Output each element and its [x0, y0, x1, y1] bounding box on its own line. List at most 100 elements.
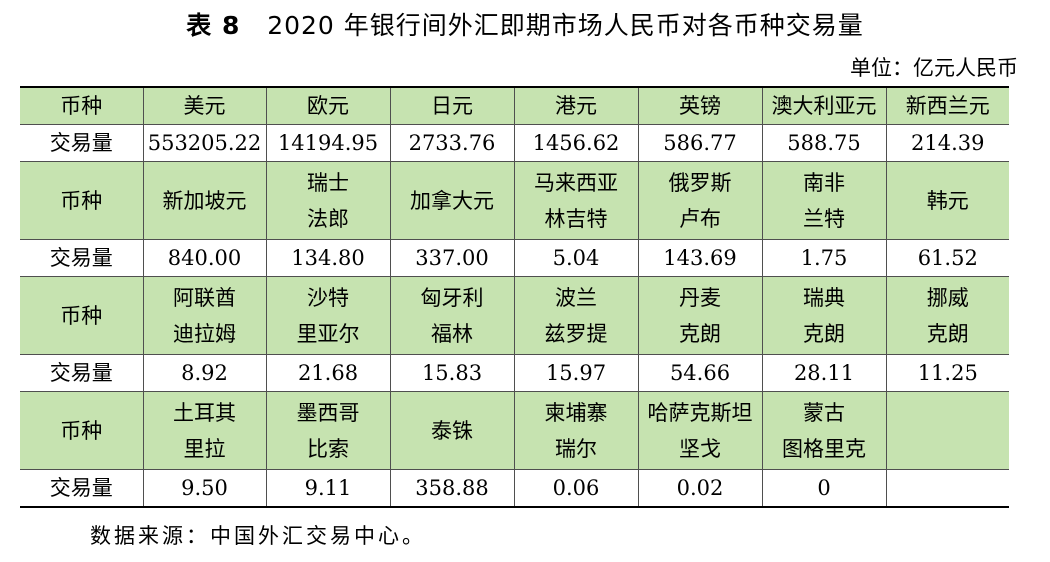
- currency-row-label: 币种: [20, 391, 144, 470]
- currency-name-line: 韩元: [926, 188, 969, 213]
- volume-row: 交易量 840.00 134.80 337.00 5.04 143.69 1.75 61.52: [20, 239, 1009, 277]
- currency-name-line: 比索: [307, 436, 349, 461]
- currency-name-line: 土耳其: [173, 400, 236, 425]
- currency-name-line: 瑞尔: [555, 436, 597, 461]
- volume-value-cell: 0.02: [637, 469, 763, 508]
- currency-name-line: 港元: [555, 94, 597, 118]
- currency-name-cell: 马来西亚 林吉特: [513, 161, 639, 240]
- volume-value-cell: 9.11: [265, 469, 391, 508]
- volume-value-cell: [885, 469, 1009, 508]
- volume-value-cell: 840.00: [142, 239, 267, 277]
- currency-name-line: 蒙古: [803, 400, 845, 425]
- currency-name-line: 澳大利亚元: [771, 94, 877, 118]
- currency-name-line: 新西兰元: [905, 94, 990, 118]
- currency-row: 币种 美元 欧元 日元 港元 英镑 澳大利亚元 新西兰元: [20, 86, 1009, 125]
- volume-value-cell: 2733.76: [389, 124, 515, 162]
- volume-value-cell: 8.92: [142, 354, 267, 392]
- currency-name-line: 马来西亚: [534, 170, 618, 195]
- table-number: 表 8: [186, 11, 241, 40]
- currency-name-cell: 瑞典 克朗: [761, 276, 887, 355]
- currency-name-cell: 新加坡元: [142, 161, 267, 240]
- currency-row-label: 币种: [20, 276, 144, 355]
- currency-name-line: 克朗: [679, 321, 721, 346]
- volume-value-cell: 337.00: [389, 239, 515, 277]
- currency-name-line: 泰铢: [431, 418, 473, 443]
- currency-name-cell: 阿联酋 迪拉姆: [142, 276, 267, 355]
- currency-name-cell: 泰铢: [389, 391, 515, 470]
- currency-name-line: 坚戈: [679, 436, 721, 461]
- currency-name-line: 欧元: [307, 94, 349, 118]
- currency-name-cell: 日元: [389, 86, 515, 125]
- volume-row: 交易量 553205.22 14194.95 2733.76 1456.62 586.77…: [20, 124, 1009, 162]
- currency-row-label: 币种: [20, 86, 144, 125]
- currency-name-line: 俄罗斯: [668, 170, 732, 195]
- currency-name-cell: 匈牙利 福林: [389, 276, 515, 355]
- currency-name-line: 兹罗提: [544, 321, 608, 346]
- volume-row-label: 交易量: [20, 469, 144, 508]
- fx-volume-table: 币种 美元 欧元 日元 港元 英镑 澳大利亚元 新西兰元交易量 553205.22 14194.9…: [20, 86, 1009, 508]
- volume-value-cell: 54.66: [637, 354, 763, 392]
- currency-name-cell: 墨西哥 比索: [265, 391, 391, 470]
- currency-name-line: 林吉特: [544, 206, 608, 231]
- currency-name-cell: 美元: [142, 86, 267, 125]
- currency-name-cell: 土耳其 里拉: [142, 391, 267, 470]
- volume-value-cell: 61.52: [885, 239, 1009, 277]
- volume-value-cell: 1456.62: [513, 124, 639, 162]
- volume-value-cell: 358.88: [389, 469, 515, 508]
- currency-name-line: 里亚尔: [296, 321, 360, 346]
- volume-row: 交易量 9.50 9.11 358.88 0.06 0.02 0: [20, 469, 1009, 508]
- volume-value-cell: 9.50: [142, 469, 267, 508]
- currency-name-line: 美元: [183, 94, 226, 118]
- volume-value-cell: 214.39: [885, 124, 1009, 162]
- currency-row: 币种 新加坡元 瑞士 法郎 加拿大元 马来西亚 林吉特 俄罗斯 卢布 南非 兰特 韩元: [20, 161, 1009, 240]
- currency-name-line: 新加坡元: [162, 188, 247, 213]
- unit-note: 单位：亿元人民币: [850, 56, 1018, 80]
- volume-value-cell: 28.11: [761, 354, 887, 392]
- currency-name-line: 加拿大元: [410, 188, 494, 213]
- volume-value-cell: 21.68: [265, 354, 391, 392]
- currency-name-cell: 挪威 克朗: [885, 276, 1009, 355]
- currency-name-line: 丹麦: [679, 285, 721, 310]
- currency-name-cell: 沙特 里亚尔: [265, 276, 391, 355]
- currency-name-line: 柬埔寨: [544, 400, 608, 425]
- currency-name-line: 哈萨克斯坦: [647, 400, 753, 425]
- volume-value-cell: 588.75: [761, 124, 887, 162]
- currency-name-line: 克朗: [926, 321, 969, 346]
- volume-value-cell: 143.69: [637, 239, 763, 277]
- currency-name-line: 英镑: [679, 94, 721, 118]
- volume-value-cell: 5.04: [513, 239, 639, 277]
- volume-value-cell: 1.75: [761, 239, 887, 277]
- currency-name-line: 兰特: [803, 206, 845, 231]
- volume-value-cell: 586.77: [637, 124, 763, 162]
- currency-name-line: 瑞士: [307, 170, 349, 195]
- currency-name-line: 挪威: [926, 285, 969, 310]
- volume-value-cell: 15.97: [513, 354, 639, 392]
- volume-value-cell: 0.06: [513, 469, 639, 508]
- currency-name-cell: 俄罗斯 卢布: [637, 161, 763, 240]
- currency-name-line: 克朗: [803, 321, 845, 346]
- currency-name-cell: 新西兰元: [885, 86, 1009, 125]
- volume-value-cell: 11.25: [885, 354, 1009, 392]
- currency-name-cell: 哈萨克斯坦 坚戈: [637, 391, 763, 470]
- currency-name-line: 里拉: [183, 436, 226, 461]
- currency-name-cell: 韩元: [885, 161, 1009, 240]
- currency-name-line: 卢布: [679, 206, 721, 231]
- currency-name-line: 瑞典: [803, 285, 845, 310]
- currency-name-cell: 柬埔寨 瑞尔: [513, 391, 639, 470]
- volume-row-label: 交易量: [20, 354, 144, 392]
- currency-name-cell: 欧元: [265, 86, 391, 125]
- currency-name-line: 迪拉姆: [173, 321, 236, 346]
- currency-name-cell: 南非 兰特: [761, 161, 887, 240]
- currency-name-cell: [885, 391, 1009, 470]
- currency-name-line: 南非: [803, 170, 845, 195]
- volume-row: 交易量 8.92 21.68 15.83 15.97 54.66 28.11 11.25: [20, 354, 1009, 392]
- table-caption: 2020 年银行间外汇即期市场人民币对各币种交易量: [267, 11, 864, 40]
- currency-name-cell: 丹麦 克朗: [637, 276, 763, 355]
- currency-name-cell: 瑞士 法郎: [265, 161, 391, 240]
- volume-value-cell: 0: [761, 469, 887, 508]
- currency-name-line: 沙特: [307, 285, 349, 310]
- currency-name-line: 阿联酋: [173, 285, 236, 310]
- volume-value-cell: 134.80: [265, 239, 391, 277]
- volume-value-cell: 553205.22: [142, 124, 267, 162]
- data-source-note: 数据来源：中国外汇交易中心。: [90, 524, 426, 548]
